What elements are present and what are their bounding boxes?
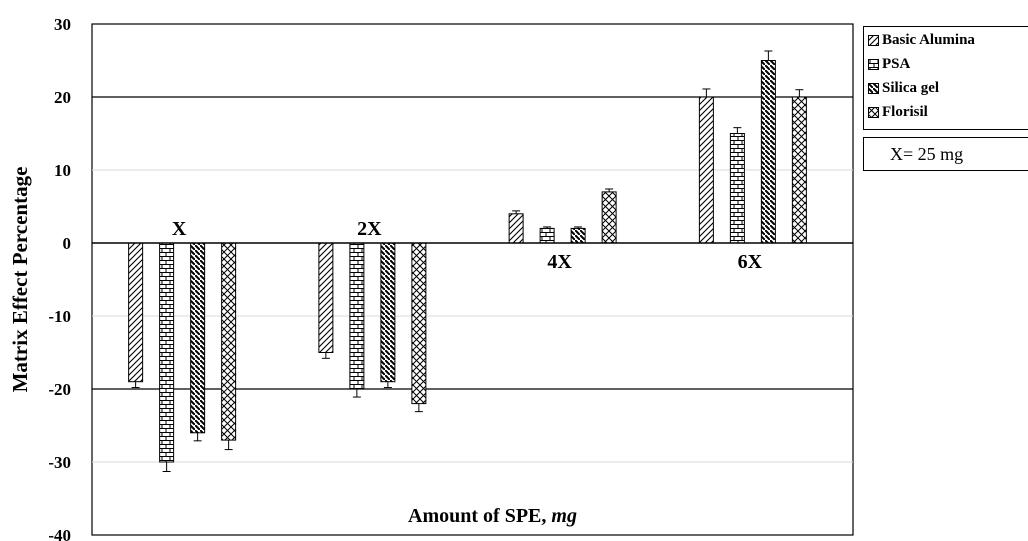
x-axis-title: Amount of SPE, mg (408, 505, 577, 527)
bar (159, 242, 175, 463)
bar (570, 227, 586, 244)
category-label: 6X (738, 251, 763, 273)
legend-swatch (868, 106, 879, 118)
category-label: X (172, 218, 187, 240)
bar (760, 60, 776, 244)
y-axis-title: Matrix Effect Percentage (8, 167, 32, 393)
bar (539, 227, 555, 244)
legend-swatch (868, 34, 879, 46)
plot-area (91, 23, 854, 536)
bar (190, 242, 206, 434)
bar (349, 242, 365, 390)
x-axis-title-unit: mg (551, 505, 577, 527)
legend-label: Florisil (882, 103, 928, 120)
y-tick-label: -40 (48, 526, 71, 541)
y-tick-label: 20 (54, 88, 71, 107)
bar (791, 96, 807, 244)
legend-swatch (868, 82, 879, 94)
y-tick-label: -20 (48, 380, 71, 399)
y-tick-label: 10 (54, 161, 71, 180)
bar (698, 96, 714, 244)
bar (411, 242, 427, 405)
legend-item: Basic Alumina (868, 30, 975, 50)
legend-label: PSA (882, 55, 911, 72)
bar (508, 213, 524, 244)
legend-swatch (868, 58, 879, 70)
chart-legend: Basic Alumina PSA Silica gel Florisil (863, 26, 1028, 130)
y-tick-label: -10 (48, 307, 71, 326)
y-tick-label: -30 (48, 453, 71, 472)
category-label: 2X (357, 218, 382, 240)
bar (601, 191, 617, 244)
scale-note: X= 25 mg (863, 137, 1028, 171)
bar (128, 242, 144, 383)
legend-label: Silica gel (882, 79, 940, 96)
bar (221, 242, 237, 441)
y-tick-label: 30 (54, 15, 71, 34)
legend-item: Florisil (868, 102, 928, 122)
legend-item: Silica gel (868, 78, 939, 98)
bar (729, 133, 745, 244)
category-label: 4X (547, 251, 572, 273)
legend-item: PSA (868, 54, 910, 74)
bar (318, 242, 334, 353)
legend-label: Basic Alumina (882, 31, 975, 48)
y-tick-label: 0 (63, 234, 72, 253)
bar (380, 242, 396, 383)
